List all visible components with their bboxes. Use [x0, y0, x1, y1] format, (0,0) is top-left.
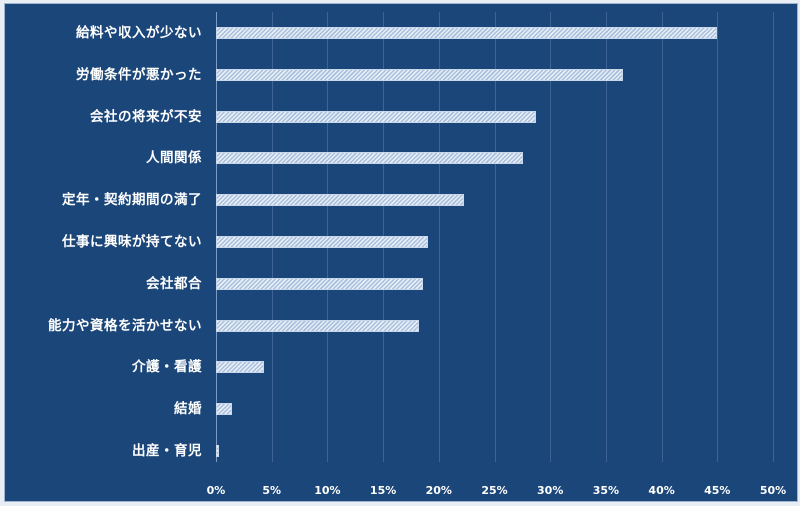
category-label: 出産・育児	[132, 443, 202, 459]
bar	[216, 445, 220, 457]
category-label: 会社の将来が不安	[90, 108, 202, 125]
category-label: 給料や収入が少ない	[76, 25, 202, 41]
x-tick-label: 0%	[206, 484, 226, 497]
bar	[216, 27, 718, 39]
x-tick-label: 10%	[314, 484, 341, 497]
category-label: 結婚	[174, 401, 202, 418]
bar	[216, 194, 465, 207]
bar	[216, 277, 424, 290]
gridline	[550, 12, 552, 462]
category-label: 能力や資格を活かせない	[48, 317, 202, 334]
x-tick-label: 15%	[369, 484, 397, 497]
category-label: 会社都合	[146, 275, 202, 292]
bar	[216, 152, 524, 165]
gridline	[717, 12, 719, 462]
gridline	[661, 12, 663, 462]
category-label: 労働条件が悪かった	[76, 66, 202, 83]
gridline	[605, 12, 607, 462]
gridline	[773, 12, 774, 462]
bar	[216, 68, 623, 81]
category-label: 定年・契約期間の満了	[62, 192, 202, 209]
plot-area	[216, 12, 774, 462]
x-tick-label: 5%	[262, 484, 282, 497]
x-tick-label: 40%	[648, 484, 675, 497]
bar	[216, 403, 232, 416]
category-label: 人間関係	[146, 150, 202, 167]
x-tick-label: 25%	[481, 484, 508, 497]
chart-frame	[4, 3, 798, 502]
x-tick-label: 45%	[704, 484, 731, 497]
gridline	[494, 12, 496, 462]
x-tick-label: 50%	[759, 484, 787, 497]
category-label: 仕事に興味が持てない	[62, 234, 202, 250]
bar	[216, 319, 419, 332]
x-tick-label: 30%	[537, 484, 564, 497]
gridline	[438, 12, 440, 462]
category-label: 介護・看護	[132, 359, 202, 376]
x-tick-label: 35%	[592, 484, 620, 497]
bar	[216, 110, 536, 123]
bar	[216, 236, 428, 248]
bar	[216, 361, 264, 374]
x-tick-label: 20%	[425, 484, 452, 497]
